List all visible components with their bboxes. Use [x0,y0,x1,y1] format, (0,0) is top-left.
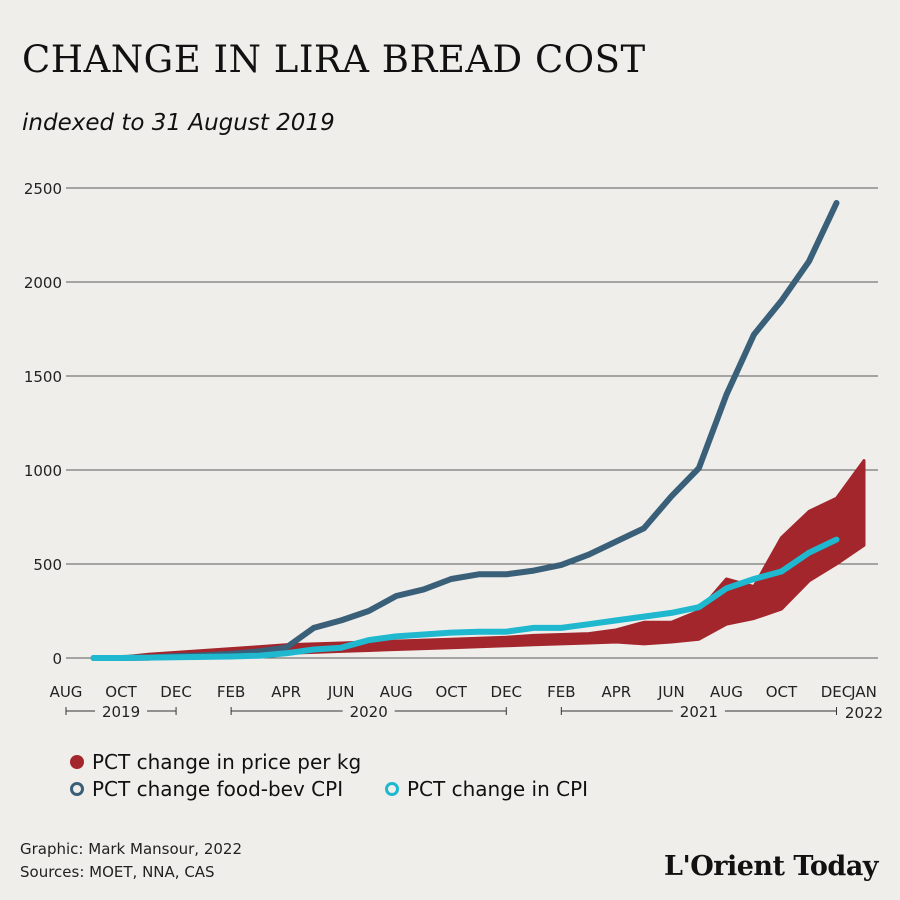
legend-item-cpi: PCT change in CPI [385,777,588,801]
legend-label-cpi: PCT change in CPI [407,777,589,801]
x-tick-label: FEB [217,683,245,701]
legend-item-food-bev-cpi: PCT change food-bev CPI [70,777,343,801]
chart-title: CHANGE IN LIRA BREAD COST [22,38,646,81]
year-label: 2021 [680,703,718,721]
x-tick-label: DEC [160,683,192,701]
legend-dot-food-bev-cpi [70,782,84,796]
y-tick-label: 2500 [24,180,62,198]
year-label: 2020 [350,703,388,721]
x-tick-label: JAN [850,683,877,701]
y-tick-label: 1500 [24,368,62,386]
legend-item-price-per-kg: PCT change in price per kg [70,750,361,774]
legend-label-price-per-kg: PCT change in price per kg [92,750,362,774]
x-tick-label: FEB [547,683,575,701]
y-tick-label: 0 [52,650,62,668]
x-tick-label: AUG [380,683,413,701]
x-tick-label: JUN [657,683,685,701]
x-tick-label: AUG [50,683,83,701]
x-tick-label: APR [271,683,301,701]
y-tick-label: 1000 [24,462,62,480]
chart-subtitle: indexed to 31 August 2019 [22,110,335,136]
series-band-price-per-kg [92,459,866,660]
x-tick-label: OCT [105,683,137,701]
legend-dot-cpi [385,782,399,796]
graphic-credit: Graphic: Mark Mansour, 2022 [20,840,243,858]
brand-logo: L'Orient Today [664,851,879,882]
x-tick-label: DEC [491,683,523,701]
y-tick-label: 500 [33,556,62,574]
legend-dot-price-per-kg [70,755,84,769]
legend-label-food-bev-cpi: PCT change food-bev CPI [92,777,344,801]
y-tick-label: 2000 [24,274,62,292]
x-tick-label: AUG [710,683,743,701]
x-tick-label: DEC [821,683,853,701]
sources-text: Sources: MOET, NNA, CAS [20,863,215,881]
x-tick-label: JUN [327,683,355,701]
x-tick-label: APR [601,683,631,701]
x-tick-label: OCT [436,683,468,701]
series-line-cpi [90,536,840,661]
x-tick-label: OCT [766,683,798,701]
year-label: 2019 [102,703,140,721]
year-label: 2022 [845,704,883,722]
